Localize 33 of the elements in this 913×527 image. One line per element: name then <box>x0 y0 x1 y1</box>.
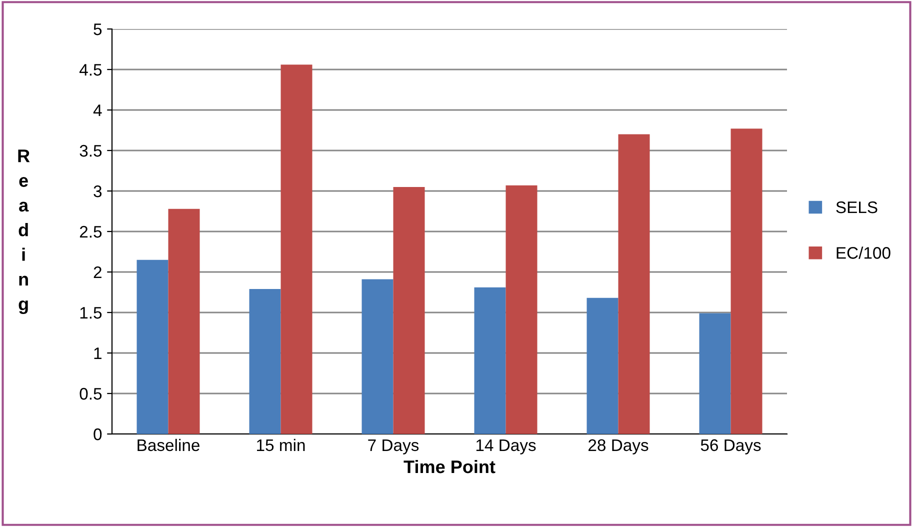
y-tick-label: 4 <box>93 104 102 116</box>
x-tick-label: 56 Days <box>700 439 761 454</box>
y-tick-label: 4.5 <box>79 64 102 76</box>
y-tick-label: 2 <box>94 266 102 278</box>
x-tick-label: 14 Days <box>476 439 536 454</box>
x-axis-title: Time Point <box>404 460 496 474</box>
x-tick-label: 28 Days <box>588 439 648 454</box>
x-tick-label: 15 min <box>257 438 305 452</box>
bar <box>280 64 312 434</box>
y-tick-label: 0 <box>94 428 102 440</box>
y-tick-label: 5 <box>94 24 102 36</box>
bar <box>730 128 762 434</box>
legend-label: EC/100 <box>836 246 890 259</box>
legend-label: SELS <box>836 201 878 214</box>
bar <box>136 260 168 434</box>
y-axis-title: Reading <box>18 150 30 314</box>
bar <box>699 313 731 434</box>
y-tick-label: 3.5 <box>80 144 102 157</box>
x-tick-label: Baseline <box>138 438 200 452</box>
bar <box>168 208 200 434</box>
y-tick-label: 3 <box>94 185 102 198</box>
bar <box>506 185 538 434</box>
bar <box>393 186 425 434</box>
bar <box>249 289 281 434</box>
y-tick-label: 1.5 <box>80 307 102 319</box>
y-tick-label: 2.5 <box>80 226 102 238</box>
bar <box>586 298 618 434</box>
bar <box>362 279 394 434</box>
y-tick-label: 1 <box>94 348 102 360</box>
x-tick-label: 7 Days <box>368 439 419 454</box>
y-tick-label: 0.5 <box>80 388 102 400</box>
bar <box>618 134 650 434</box>
bar <box>474 287 506 434</box>
